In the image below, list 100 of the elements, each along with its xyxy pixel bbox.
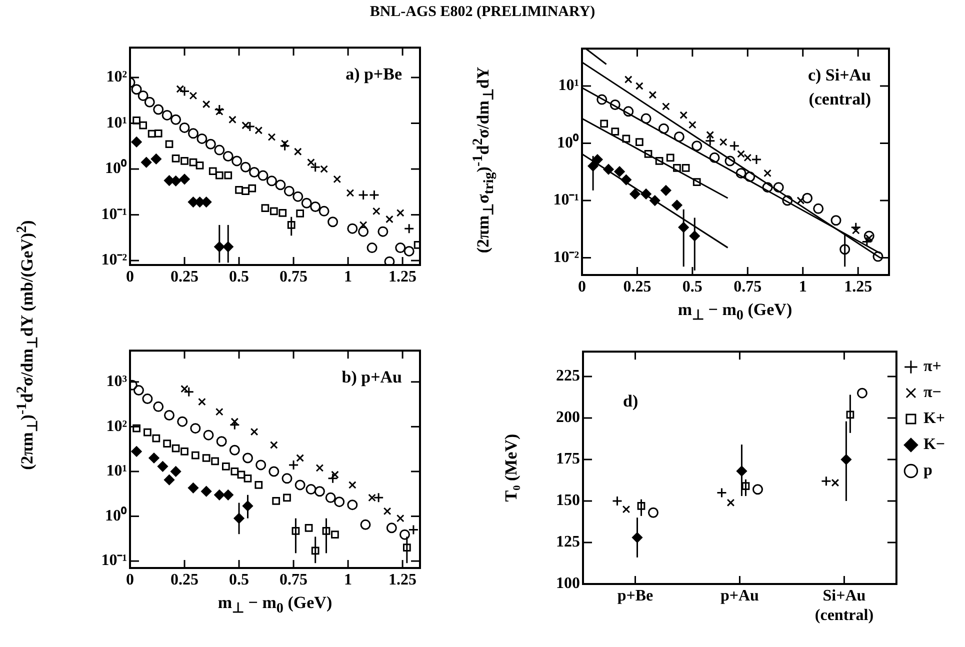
point xyxy=(864,230,874,242)
annotation: d) xyxy=(623,392,638,411)
point xyxy=(673,164,681,172)
point xyxy=(796,196,805,204)
point xyxy=(378,226,388,237)
x-tick-label: 0.25 xyxy=(623,278,652,296)
point xyxy=(310,162,321,172)
point xyxy=(773,182,784,193)
point xyxy=(644,150,652,158)
x-tick-label: 0.25 xyxy=(170,268,199,286)
legend-label: π− xyxy=(923,384,942,402)
point xyxy=(304,524,313,532)
point xyxy=(603,164,614,175)
point xyxy=(399,529,410,540)
point xyxy=(709,152,720,163)
point xyxy=(358,190,369,200)
point xyxy=(144,428,152,436)
point xyxy=(202,100,210,108)
x-tick-label: 0.5 xyxy=(229,572,250,589)
x-tick-label: 0 xyxy=(578,278,586,296)
point xyxy=(802,192,813,204)
point xyxy=(191,451,200,460)
text: BNL-AGS E802 (PRELIMINARY) xyxy=(368,4,596,21)
point xyxy=(230,468,239,476)
point xyxy=(359,221,368,229)
point xyxy=(614,166,625,177)
point xyxy=(331,470,339,479)
point xyxy=(172,444,180,452)
point xyxy=(179,174,190,184)
point xyxy=(395,242,406,254)
point xyxy=(254,126,263,134)
point xyxy=(131,84,142,95)
point xyxy=(287,221,296,229)
y-tick-label: 10¹ xyxy=(558,77,580,94)
point xyxy=(396,514,404,522)
point xyxy=(283,494,291,502)
x-tick-label: 1 xyxy=(344,268,352,286)
y-tick-label: 10¹ xyxy=(106,462,128,480)
point xyxy=(310,201,321,212)
point xyxy=(132,116,140,124)
point xyxy=(680,111,688,120)
point xyxy=(214,490,225,500)
point xyxy=(266,176,277,186)
y-tick-label: 10¹ xyxy=(106,114,128,132)
y-tick-label: 200 xyxy=(556,409,580,426)
point xyxy=(148,452,160,464)
y-tick-label: 150 xyxy=(556,492,580,510)
point xyxy=(301,198,312,208)
y-tick-label: 125 xyxy=(556,534,580,551)
point xyxy=(736,168,746,178)
legend-label: K+ xyxy=(923,410,945,428)
point xyxy=(272,497,280,505)
point xyxy=(196,133,208,144)
point xyxy=(144,96,155,108)
y-tick-label: 175 xyxy=(556,450,580,468)
point xyxy=(249,167,260,178)
point xyxy=(830,215,842,226)
point xyxy=(386,522,397,534)
point xyxy=(188,482,198,494)
legend-label: π+ xyxy=(923,358,942,376)
point xyxy=(650,195,660,206)
point xyxy=(216,436,227,447)
x-tick-label: 0.25 xyxy=(170,572,199,589)
point xyxy=(347,223,358,234)
point xyxy=(366,242,378,254)
point xyxy=(222,151,234,162)
point xyxy=(170,176,182,186)
point xyxy=(270,441,278,449)
point xyxy=(682,164,690,172)
point xyxy=(179,122,190,133)
point xyxy=(724,156,736,166)
point xyxy=(347,500,358,510)
point xyxy=(404,246,414,256)
point xyxy=(172,154,180,162)
point xyxy=(215,171,224,180)
point xyxy=(658,123,669,134)
point xyxy=(322,527,330,535)
point xyxy=(368,190,380,200)
point xyxy=(325,492,336,503)
point xyxy=(170,466,182,477)
y-tick-label: 10⁻² xyxy=(101,252,128,269)
point xyxy=(872,251,884,262)
annotation: a) p+Be xyxy=(346,64,402,84)
point xyxy=(635,82,644,90)
point xyxy=(184,386,194,398)
point xyxy=(316,464,324,472)
point xyxy=(358,226,369,237)
x-tick-label: 1 xyxy=(798,278,807,296)
point xyxy=(692,178,701,186)
x-tick-label: 1.25 xyxy=(388,268,417,286)
point xyxy=(270,207,278,216)
point xyxy=(282,473,292,484)
point xyxy=(139,121,148,130)
y-tick-label: 10⁰ xyxy=(105,506,127,524)
point xyxy=(655,157,664,165)
point xyxy=(164,474,174,486)
point xyxy=(165,140,174,148)
x-tick-label: 0.5 xyxy=(682,278,702,296)
point xyxy=(360,519,371,530)
point xyxy=(328,216,338,228)
